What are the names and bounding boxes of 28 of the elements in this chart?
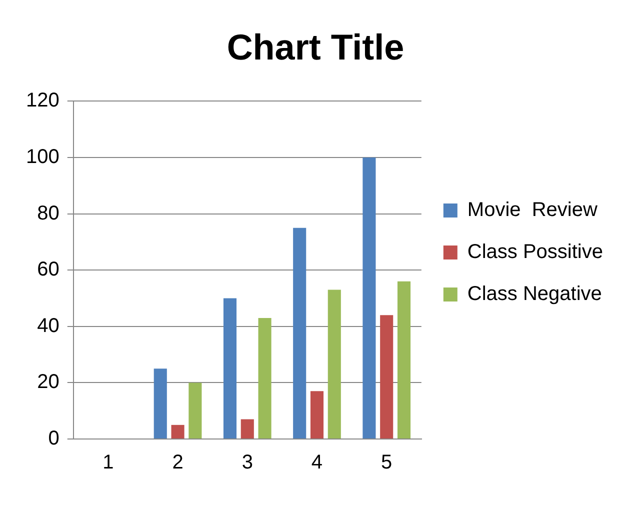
y-tick-label: 20 — [37, 371, 60, 394]
bar — [397, 281, 411, 438]
legend-label: Class Negative — [467, 283, 602, 306]
legend-label: Class Possitive — [467, 241, 604, 264]
bar — [380, 315, 394, 438]
y-tick-label: 100 — [26, 146, 60, 168]
x-tick-label: 5 — [381, 452, 392, 474]
bar — [240, 419, 254, 438]
bar — [310, 391, 324, 438]
y-tick-label: 0 — [48, 428, 60, 450]
y-tick-label: 120 — [26, 90, 60, 112]
legend-label: Movie Review — [467, 199, 598, 222]
x-tick-label: 2 — [172, 452, 184, 474]
y-tick-label: 60 — [37, 258, 60, 281]
bar — [223, 298, 237, 438]
chart-title: Chart Title — [226, 26, 404, 68]
y-tick-label: 40 — [37, 314, 60, 337]
y-tick-label: 80 — [37, 202, 60, 224]
x-tick-label: 1 — [102, 452, 114, 474]
x-tick-label: 3 — [242, 452, 253, 474]
bar — [293, 228, 306, 438]
bar — [188, 382, 202, 438]
bar — [258, 318, 272, 438]
bar — [328, 290, 341, 438]
bar — [362, 158, 376, 438]
bar — [154, 368, 167, 438]
x-tick-label: 4 — [311, 452, 323, 474]
bar — [171, 424, 184, 438]
